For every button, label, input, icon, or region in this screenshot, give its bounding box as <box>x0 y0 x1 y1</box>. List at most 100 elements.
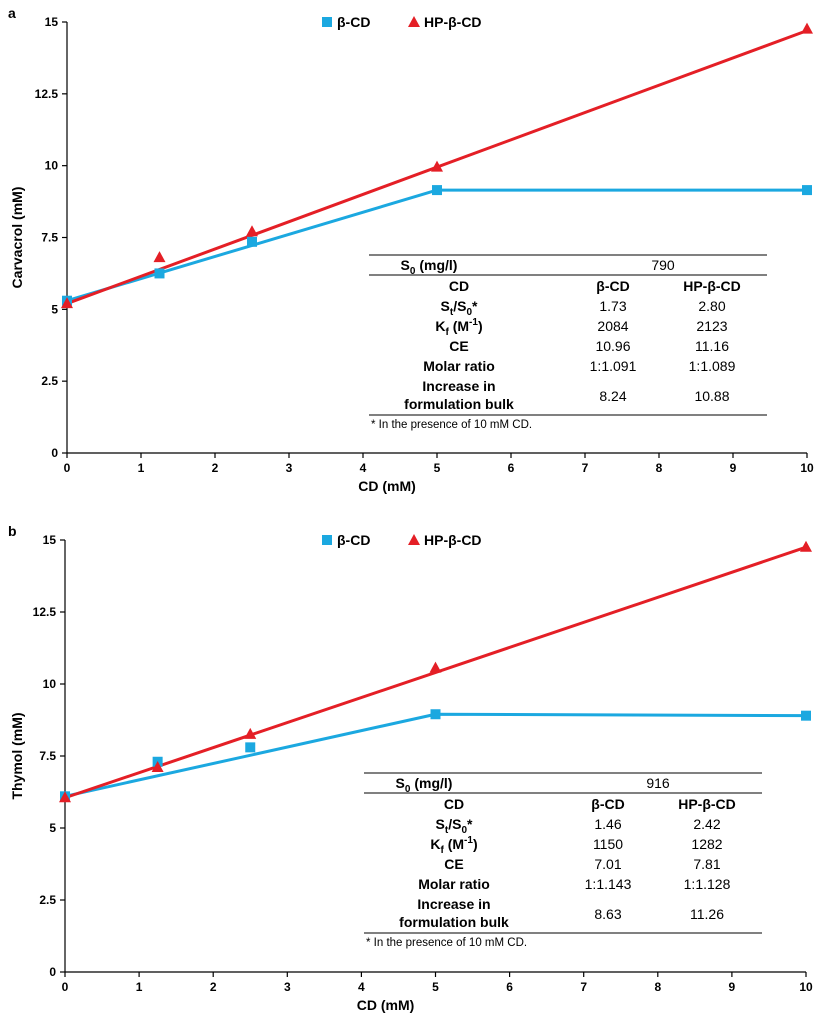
legend-label-beta-cd: β-CD <box>337 532 370 548</box>
data-point-hp-beta-cd <box>246 225 258 237</box>
x-tick-label: 7 <box>582 461 589 475</box>
row-label-end: ) <box>473 836 478 852</box>
x-tick-label: 5 <box>432 980 439 994</box>
data-point-hp-beta-cd <box>244 727 257 739</box>
increase-label-line1: Increase in <box>417 896 490 912</box>
y-tick-label: 7.5 <box>41 231 58 245</box>
table-cell-hp-beta-cd: 2.80 <box>698 298 725 314</box>
row-label-main: Molar ratio <box>423 358 495 374</box>
table-cell-hp-beta-cd: 2.42 <box>693 816 720 832</box>
data-point-beta-cd <box>247 236 257 247</box>
data-point-beta-cd <box>801 710 811 721</box>
data-point-hp-beta-cd <box>801 22 813 34</box>
s0-label-unit: (mg/l) <box>415 257 457 273</box>
s0-value: 790 <box>651 257 675 273</box>
y-tick-label: 12.5 <box>33 605 57 619</box>
table-row-label: St/S0* <box>441 298 478 318</box>
x-tick-label: 1 <box>136 980 143 994</box>
row-label-mid: /S <box>448 816 461 832</box>
data-point-hp-beta-cd <box>431 160 443 172</box>
legend: β-CD HP-β-CD <box>322 532 482 548</box>
x-tick-label: 6 <box>508 461 515 475</box>
y-tick-label: 15 <box>45 15 59 29</box>
increase-label-line2: formulation bulk <box>404 396 514 412</box>
data-point-hp-beta-cd <box>153 251 166 263</box>
x-tick-label: 4 <box>358 980 365 994</box>
x-tick-label: 10 <box>799 980 813 994</box>
panel-label: b <box>8 523 17 539</box>
legend-triangle-icon <box>408 16 420 27</box>
table-cell-hp-beta-cd: 2123 <box>696 318 727 334</box>
y-tick-label: 2.5 <box>39 893 56 907</box>
row-label-sub2: 0 <box>466 307 472 318</box>
table-footnote: * In the presence of 10 mM CD. <box>371 419 532 431</box>
data-point-hp-beta-cd <box>429 661 442 673</box>
row-label-main: K <box>430 836 440 852</box>
chart-panel-b: b 0 2.5 5 7.5 10 12.5 15 0 1 2 3 4 5 6 7 8 9 10 CD (mM) Thym… <box>8 523 813 1013</box>
table-cell-beta-cd: 1.46 <box>594 816 621 832</box>
table-cell-hp-beta-cd: 1282 <box>691 836 722 852</box>
s0-label-unit: (mg/l) <box>410 775 452 791</box>
row-label-sup: -1 <box>469 317 478 328</box>
row-label-sub: t <box>445 825 449 836</box>
x-tick-label: 2 <box>210 980 217 994</box>
increase-value-hp-beta-cd: 11.26 <box>690 906 724 922</box>
table-cell-hp-beta-cd: 7.81 <box>693 856 720 872</box>
y-tick-label: 7.5 <box>39 749 56 763</box>
data-point-beta-cd <box>432 185 442 196</box>
row-label-mid: (M <box>444 836 464 852</box>
data-point-hp-beta-cd <box>151 761 164 773</box>
panel-label: a <box>8 5 16 21</box>
table-row-label: CE <box>449 338 468 354</box>
s0-label-sub: 0 <box>410 266 416 277</box>
x-tick-label: 7 <box>580 980 587 994</box>
row-label-main: S <box>441 298 450 314</box>
data-point-hp-beta-cd <box>800 540 812 552</box>
table-header-beta-cd: β-CD <box>591 796 624 812</box>
data-point-beta-cd <box>430 709 441 720</box>
increase-label-line2: formulation bulk <box>399 914 509 930</box>
row-label-sub2: 0 <box>461 825 467 836</box>
table-cell-beta-cd: 1.73 <box>599 298 626 314</box>
y-tick-label: 0 <box>51 446 58 460</box>
x-tick-label: 8 <box>654 980 661 994</box>
y-axis-title: Carvacrol (mM) <box>9 187 25 289</box>
increase-value-beta-cd: 8.63 <box>594 906 621 922</box>
y-tick-label: 5 <box>51 302 58 316</box>
x-tick-label: 10 <box>800 461 814 475</box>
table-cell-hp-beta-cd: 1:1.128 <box>684 876 731 892</box>
x-tick-label: 5 <box>434 461 441 475</box>
table-row-label: Molar ratio <box>423 358 495 374</box>
table-cell-hp-beta-cd: 11.16 <box>695 338 729 354</box>
s0-label-main: S <box>401 257 410 273</box>
x-tick-label: 0 <box>64 461 71 475</box>
x-tick-label: 9 <box>729 980 736 994</box>
row-label-sub: f <box>440 845 444 856</box>
y-axis-title: Thymol (mM) <box>9 712 25 799</box>
data-point-beta-cd <box>802 185 812 196</box>
x-tick-label: 2 <box>212 461 219 475</box>
table-row-label: Kf (M-1) <box>430 835 477 856</box>
s0-value: 916 <box>646 775 670 791</box>
table-footnote: * In the presence of 10 mM CD. <box>366 937 527 949</box>
table-cell-beta-cd: 1:1.091 <box>590 358 637 374</box>
y-tick-label: 2.5 <box>41 374 58 388</box>
table-cell-beta-cd: 1150 <box>593 836 623 852</box>
table-cell-beta-cd: 7.01 <box>594 856 621 872</box>
s0-label-sub: 0 <box>405 784 411 795</box>
x-tick-label: 6 <box>506 980 513 994</box>
y-tick-label: 10 <box>43 677 57 691</box>
table-cell-beta-cd: 1:1.143 <box>585 876 632 892</box>
row-label-sub: t <box>450 307 454 318</box>
x-tick-label: 9 <box>730 461 737 475</box>
increase-label-line1: Increase in <box>422 378 495 394</box>
row-label-main: CE <box>449 338 468 354</box>
chart-panel-a: a 0 2.5 5 7.5 10 12.5 15 0 1 2 3 4 5 6 7 8 9 10 CD (mM) Carv… <box>8 5 814 494</box>
row-label-sup: -1 <box>464 835 473 846</box>
table-row-label: St/S0* <box>436 816 473 836</box>
s0-label: S0 (mg/l) <box>401 257 458 277</box>
y-tick-label: 10 <box>45 159 59 173</box>
